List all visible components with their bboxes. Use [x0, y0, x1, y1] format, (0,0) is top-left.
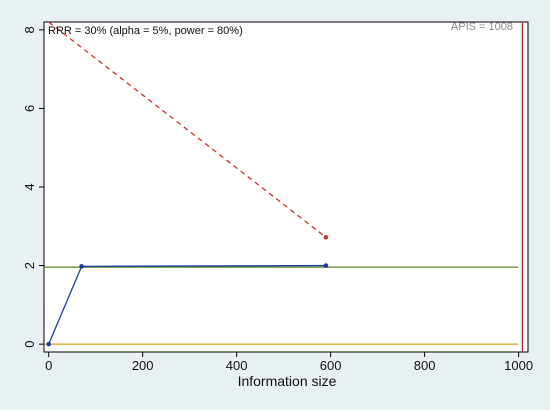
y-tick-label: 8 [22, 26, 37, 33]
rrr-annotation: RRR = 30% (alpha = 5%, power = 80%) [48, 25, 243, 37]
y-tick-label: 6 [22, 105, 37, 112]
y-tick-label: 0 [22, 341, 37, 348]
x-tick-label: 400 [226, 358, 248, 373]
y-tick-label: 4 [22, 183, 37, 190]
cumulative-z-point [46, 341, 51, 347]
plot-area [43, 21, 529, 353]
x-tick-label: 1000 [504, 358, 533, 373]
x-tick-label: 800 [414, 358, 436, 373]
cumulative-z-point [323, 263, 329, 268]
axes-layer: 0 200 400 600 800 1000 0 2 4 6 8 [22, 26, 533, 373]
x-tick-label: 600 [320, 358, 342, 373]
x-axis-title: Information size [238, 373, 337, 389]
monitoring-boundary-point [323, 234, 329, 240]
apis-annotation: APIS = 1008 [451, 21, 513, 33]
series-layer [46, 21, 329, 347]
monitoring-boundary-line [48, 21, 327, 238]
x-tick-label: 200 [132, 358, 154, 373]
y-tick-label: 2 [22, 262, 37, 269]
x-tick-label: 0 [45, 358, 52, 373]
cumulative-z-point [79, 264, 84, 269]
reference-lines-layer [44, 22, 524, 352]
